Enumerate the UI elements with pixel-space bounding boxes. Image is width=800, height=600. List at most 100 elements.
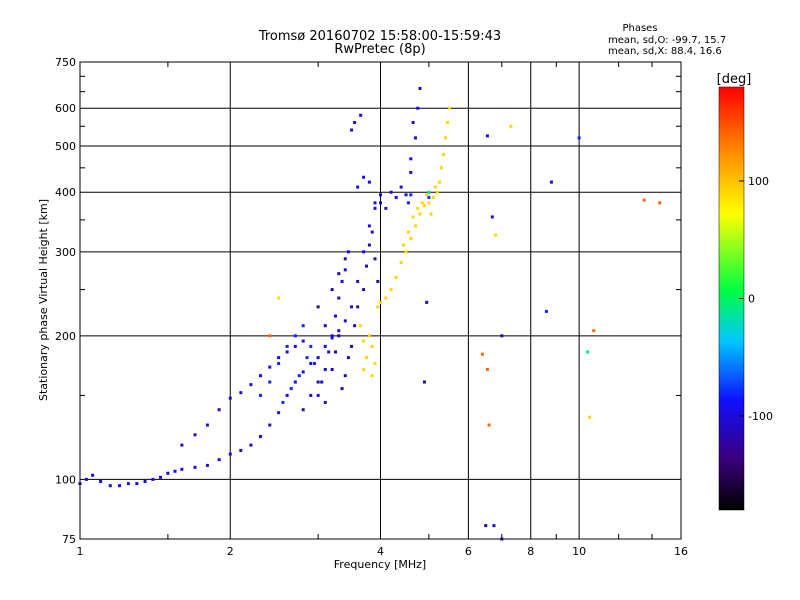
data-point [435,190,439,194]
data-point [427,201,431,205]
data-point [293,334,297,338]
data-point [431,195,435,199]
x-tick-label: 10 [572,545,586,558]
data-point [239,448,243,452]
data-point [389,288,393,292]
data-point [309,393,313,397]
data-point [293,380,297,384]
phases-x-line: mean, sd,X: 88.4, 16.6 [608,46,722,57]
data-point [359,113,363,117]
phases-heading: Phases [622,23,657,34]
data-point [301,339,305,343]
data-point [404,193,408,197]
data-point [259,393,263,397]
data-point [330,288,334,292]
data-point [359,324,363,328]
data-point [268,423,272,427]
data-point [544,309,548,313]
data-point [409,170,413,174]
data-point [362,175,366,179]
y-tick-label: 200 [55,330,76,343]
y-tick-label: 600 [55,102,76,115]
data-point [418,86,422,90]
data-point [135,482,139,486]
data-point [492,524,496,528]
data-point [84,477,88,481]
data-point [592,329,596,333]
data-point [389,190,393,194]
data-point [411,121,415,125]
data-point [316,356,320,360]
data-point [180,443,184,447]
data-point [586,350,590,354]
data-point [323,344,327,348]
data-point [277,296,281,300]
y-tick-label: 75 [62,533,76,546]
data-point [343,319,347,323]
data-point [217,458,221,462]
data-point [205,423,209,427]
x-tick-label: 4 [377,545,384,558]
data-point [285,393,289,397]
data-point [337,296,341,300]
data-point [337,272,341,276]
data-point [448,106,452,110]
data-point [297,374,301,378]
data-point [309,361,313,365]
data-point [487,423,491,427]
data-point [346,250,350,254]
x-axis-label: Frequency [MHz] [334,558,426,571]
data-point [422,380,426,384]
data-point [301,408,305,412]
x-axis: 1 2 4 6 8 10 16 [77,62,688,558]
data-point [588,415,592,419]
data-point [484,524,488,528]
data-point [370,344,374,348]
data-point [373,361,377,365]
data-point [268,334,272,338]
data-point [356,279,360,283]
data-point [413,136,417,140]
data-point [205,463,209,467]
data-point [373,206,377,210]
data-point [422,204,426,208]
data-point [323,324,327,328]
data-point [494,233,498,237]
data-point [166,471,170,475]
data-point [343,374,347,378]
data-point [480,352,484,356]
data-point [402,243,406,247]
data-point [362,288,366,292]
data-point [151,477,155,481]
data-point [99,479,103,483]
data-point [446,121,450,125]
data-point [323,400,327,404]
data-point [427,190,431,194]
data-point [485,367,489,371]
data-point [365,356,369,360]
data-point [399,185,403,189]
data-point [143,479,147,483]
data-point [413,224,417,228]
data-point [350,128,354,132]
data-point [91,473,95,477]
data-point [337,334,341,338]
data-point [384,296,388,300]
data-point [356,305,360,309]
y-tick-label: 500 [55,140,76,153]
data-point [277,356,281,360]
data-point [394,195,398,199]
data-point [353,121,357,125]
data-point [193,465,197,469]
data-point [442,152,446,156]
data-point [108,484,112,488]
data-point [418,212,422,216]
data-point [444,136,448,140]
colorbar-tick-label: -100 [748,410,773,423]
data-point [437,180,441,184]
data-point [350,305,354,309]
data-point [239,391,243,395]
data-point [126,482,130,486]
data-points [78,86,662,541]
data-point [384,206,388,210]
